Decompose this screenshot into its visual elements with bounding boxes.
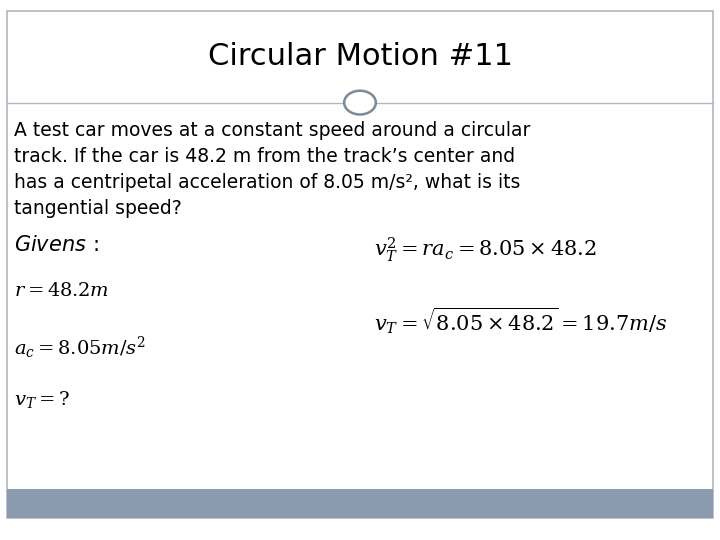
Text: Circular Motion #11: Circular Motion #11 <box>207 42 513 71</box>
Text: tangential speed?: tangential speed? <box>14 199 182 218</box>
Text: $a_c=8.05m/s^2$: $a_c=8.05m/s^2$ <box>14 335 146 361</box>
Text: $v_T=?$: $v_T=?$ <box>14 389 71 410</box>
FancyBboxPatch shape <box>7 11 713 518</box>
Text: $\mathit{Givens}$$\/:$: $\mathit{Givens}$$\/:$ <box>14 235 100 255</box>
FancyBboxPatch shape <box>7 489 713 518</box>
Text: track. If the car is 48.2 m from the track’s center and: track. If the car is 48.2 m from the tra… <box>14 147 516 166</box>
Text: has a centripetal acceleration of 8.05 m/s², what is its: has a centripetal acceleration of 8.05 m… <box>14 173 521 192</box>
Circle shape <box>344 91 376 114</box>
Text: $v_T=\sqrt{8.05\times48.2}=19.7m/s$: $v_T=\sqrt{8.05\times48.2}=19.7m/s$ <box>374 305 667 336</box>
Text: $r=48.2m$: $r=48.2m$ <box>14 281 109 300</box>
Text: A test car moves at a constant speed around a circular: A test car moves at a constant speed aro… <box>14 122 531 140</box>
Text: $v_T^2=ra_c=8.05\times48.2$: $v_T^2=ra_c=8.05\times48.2$ <box>374 235 597 264</box>
